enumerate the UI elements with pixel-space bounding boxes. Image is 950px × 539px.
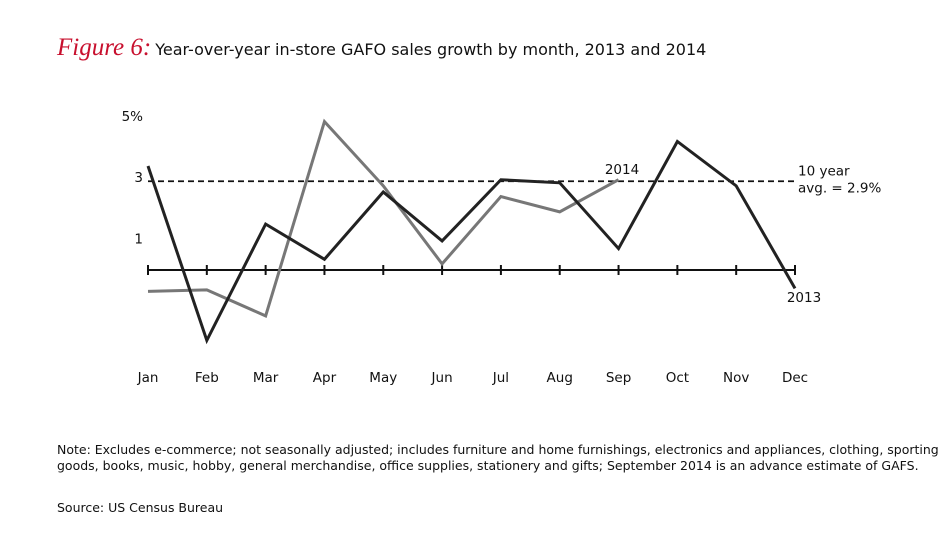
x-tick-label: Feb — [195, 370, 219, 386]
x-tick-label: Jul — [492, 370, 509, 386]
figure-label: Figure 6: — [57, 34, 152, 61]
x-tick-label: Sep — [606, 370, 631, 386]
x-tick-label: Jun — [431, 370, 453, 386]
title-block: Figure 6: Year-over-year in-store GAFO sa… — [57, 34, 706, 62]
x-tick-label: Dec — [782, 370, 808, 386]
series-line — [146, 139, 797, 345]
source: Source: US Census Bureau — [57, 500, 224, 515]
x-tick-label: Nov — [723, 370, 749, 386]
x-tick-label: May — [369, 370, 397, 386]
x-tick-label: Jan — [137, 370, 159, 386]
series-line — [147, 118, 620, 318]
y-tick-label: 5% — [122, 109, 144, 125]
reference-label: avg. = 2.9% — [798, 180, 881, 196]
chart-title: Year-over-year in-store GAFO sales growt… — [155, 40, 707, 59]
x-tick-label: Oct — [666, 370, 689, 386]
x-tick-label: Mar — [253, 370, 279, 386]
y-tick-label: 3 — [134, 170, 143, 186]
note: Note: Excludes e-commerce; not seasonall… — [57, 442, 939, 473]
y-tick-label: 1 — [134, 231, 143, 247]
x-tick-label: Apr — [313, 370, 337, 386]
x-tick-label: Aug — [547, 370, 573, 386]
series-label: 2013 — [787, 290, 821, 306]
series-label: 2014 — [605, 162, 639, 178]
reference-label: 10 year — [798, 163, 850, 179]
